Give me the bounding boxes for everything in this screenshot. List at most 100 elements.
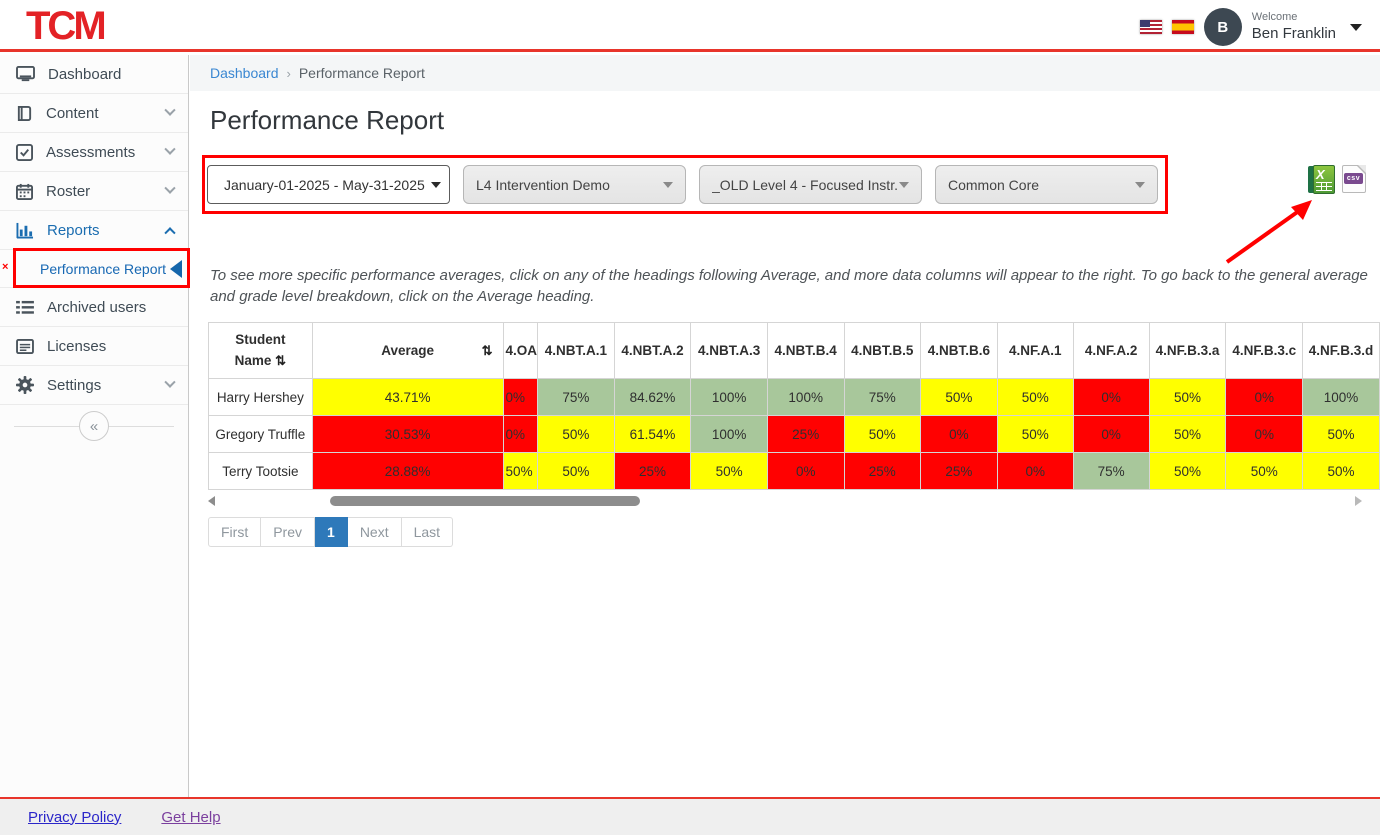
spain-flag-icon[interactable] xyxy=(1171,20,1194,34)
chevron-down-icon xyxy=(164,104,176,116)
average-cell: 28.88% xyxy=(311,452,504,490)
sidebar-collapse-button[interactable]: « xyxy=(79,411,109,441)
welcome-block[interactable]: Welcome Ben Franklin xyxy=(1252,11,1336,44)
table-row: Harry Hershey 43.71% 0% 75% 84.62% 100% 100% 75… xyxy=(208,378,1380,416)
pagination-next-button[interactable]: Next xyxy=(347,517,402,547)
col-header-student-name[interactable]: Student Name ⇅ xyxy=(208,322,313,379)
average-cell: 43.71% xyxy=(311,378,504,416)
pagination: First Prev 1 Next Last xyxy=(208,517,454,547)
score-cell: 50% xyxy=(996,415,1074,453)
standard-select-value: Common Core xyxy=(948,176,1040,193)
sidebar-item-label: Assessments xyxy=(46,143,136,161)
assignment-select[interactable]: _OLD Level 4 - Focused Instr... xyxy=(699,165,922,204)
score-cell: 100% xyxy=(690,415,768,453)
list-icon xyxy=(16,300,34,314)
col-header-4-nf-a-1[interactable]: 4.NF.A.1 xyxy=(996,322,1074,379)
avatar[interactable]: B xyxy=(1203,8,1242,46)
col-header-4-nbt-b-6[interactable]: 4.NBT.B.6 xyxy=(920,322,998,379)
class-select[interactable]: L4 Intervention Demo xyxy=(463,165,686,204)
score-cell: 75% xyxy=(843,378,922,416)
student-name-cell: Gregory Truffle xyxy=(208,415,313,453)
caret-down-icon xyxy=(899,181,909,188)
excel-export-icon[interactable]: X xyxy=(1308,165,1335,194)
welcome-label: Welcome xyxy=(1251,10,1298,23)
sidebar-item-assessments[interactable]: Assessments xyxy=(0,133,188,172)
score-cell: 25% xyxy=(766,415,845,453)
csv-export-icon[interactable]: csv xyxy=(1342,165,1366,193)
breadcrumb-dashboard-link[interactable]: Dashboard xyxy=(210,65,279,81)
score-cell: 25% xyxy=(843,452,922,490)
sidebar-item-performance-report[interactable]: Performance Report xyxy=(0,250,188,288)
sidebar-item-dashboard[interactable]: Dashboard xyxy=(0,55,188,94)
pagination-first-button[interactable]: First xyxy=(208,517,262,547)
performance-table-wrap: Student Name ⇅ Average ⇅ 4.OA 4.NBT.A.1 4.NBT.… xyxy=(208,322,1380,490)
col-header-partial[interactable]: 4.OA xyxy=(502,322,539,379)
score-cell: 75% xyxy=(1072,452,1150,490)
sidebar-item-label: Performance Report xyxy=(40,260,167,277)
score-cell: 0% xyxy=(1072,378,1150,416)
user-menu-caret-icon[interactable] xyxy=(1350,23,1362,31)
chevron-down-icon xyxy=(164,143,176,155)
get-help-link[interactable]: Get Help xyxy=(161,808,221,826)
date-range-value: January-01-2025 - May-31-2025 xyxy=(224,176,425,193)
col-header-4-nf-a-2[interactable]: 4.NF.A.2 xyxy=(1072,322,1150,379)
scrollbar-thumb[interactable] xyxy=(330,496,640,506)
table-row: Gregory Truffle 30.53% 0% 50% 61.54% 100% 25% 5… xyxy=(208,415,1380,453)
filter-bar: January-01-2025 - May-31-2025 L4 Interve… xyxy=(207,165,1158,204)
col-header-4-nf-b-3-a[interactable]: 4.NF.B.3.a xyxy=(1148,322,1227,379)
sort-icon[interactable]: ⇅ xyxy=(481,342,493,358)
breadcrumb-current: Performance Report xyxy=(298,65,425,81)
us-flag-icon[interactable] xyxy=(1139,20,1162,34)
col-header-4-nbt-b-5[interactable]: 4.NBT.B.5 xyxy=(843,322,922,379)
col-header-average[interactable]: Average ⇅ xyxy=(311,322,504,379)
license-card-icon xyxy=(16,338,34,354)
sidebar-item-label: Content xyxy=(46,104,99,122)
book-icon xyxy=(17,105,32,121)
score-cell: 84.62% xyxy=(613,378,692,416)
active-page-triangle-icon xyxy=(170,260,182,278)
pagination-page-1-button[interactable]: 1 xyxy=(315,517,348,547)
standard-select[interactable]: Common Core xyxy=(935,165,1158,204)
score-cell: 0% xyxy=(996,452,1074,490)
score-cell: 100% xyxy=(1302,378,1380,416)
scroll-left-arrow-icon[interactable] xyxy=(208,496,215,506)
pagination-last-button[interactable]: Last xyxy=(401,517,454,547)
csv-badge: csv xyxy=(1344,173,1363,184)
col-header-4-nf-b-3-c[interactable]: 4.NF.B.3.c xyxy=(1225,322,1304,379)
chevron-down-icon xyxy=(164,376,176,388)
col-header-4-nbt-b-4[interactable]: 4.NBT.B.4 xyxy=(766,322,845,379)
sidebar-item-label: Dashboard xyxy=(48,65,122,83)
score-cell: 100% xyxy=(766,378,845,416)
sort-icon[interactable]: ⇅ xyxy=(275,352,287,368)
score-cell: 0% xyxy=(1072,415,1150,453)
pagination-prev-button[interactable]: Prev xyxy=(261,517,316,547)
score-cell: 61.54% xyxy=(613,415,692,453)
main-content: Dashboard › Performance Report Performan… xyxy=(190,55,1380,797)
col-header-4-nbt-a-1[interactable]: 4.NBT.A.1 xyxy=(537,322,615,379)
sidebar-item-label: Licenses xyxy=(47,337,107,355)
instruction-text: To see more specific performance average… xyxy=(210,267,1368,306)
sidebar-item-reports[interactable]: Reports xyxy=(0,211,188,250)
sidebar-item-content[interactable]: Content xyxy=(0,94,188,133)
col-header-4-nf-b-3-d[interactable]: 4.NF.B.3.d xyxy=(1302,322,1380,379)
sidebar-item-roster[interactable]: Roster xyxy=(0,172,188,211)
horizontal-scrollbar xyxy=(208,495,1362,509)
table-row: Terry Tootsie 28.88% 50% 50% 25% 50% 0% 25% 25% 0… xyxy=(208,452,1380,490)
tcm-logo[interactable]: TCM xyxy=(26,4,107,48)
score-cell: 50% xyxy=(843,415,922,453)
sidebar-item-settings[interactable]: Settings xyxy=(0,366,188,405)
sidebar-item-archived-users[interactable]: Archived users xyxy=(0,288,188,327)
score-cell: 50% xyxy=(1148,452,1227,490)
col-header-4-nbt-a-3[interactable]: 4.NBT.A.3 xyxy=(690,322,768,379)
sidebar-item-label: Roster xyxy=(46,182,91,200)
privacy-policy-link[interactable]: Privacy Policy xyxy=(28,808,122,826)
checkbox-icon xyxy=(16,143,33,161)
excel-x-glyph: X xyxy=(1316,167,1325,182)
col-header-4-nbt-a-2[interactable]: 4.NBT.A.2 xyxy=(613,322,692,379)
sidebar-item-licenses[interactable]: Licenses xyxy=(0,327,188,366)
csv-fold-corner xyxy=(1358,165,1366,173)
score-cell: 50% xyxy=(1302,452,1380,490)
date-range-select[interactable]: January-01-2025 - May-31-2025 xyxy=(207,165,450,204)
scroll-right-arrow-icon[interactable] xyxy=(1355,496,1362,506)
student-name-cell: Terry Tootsie xyxy=(208,452,313,490)
